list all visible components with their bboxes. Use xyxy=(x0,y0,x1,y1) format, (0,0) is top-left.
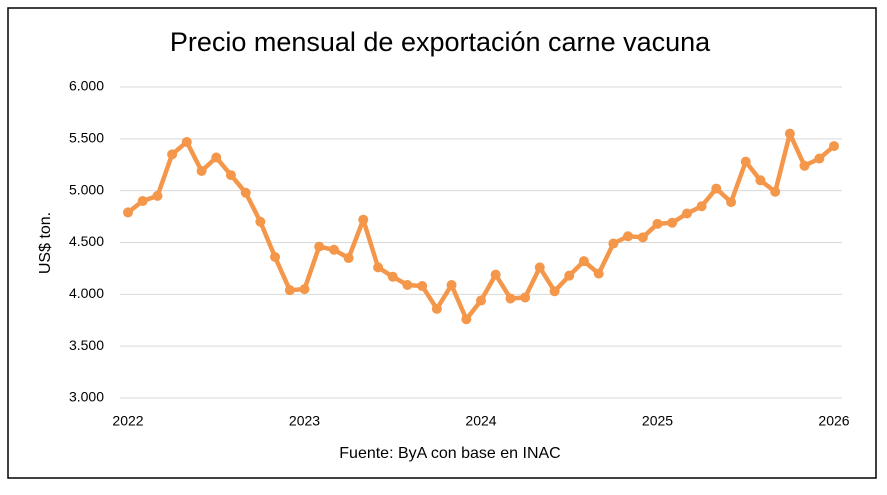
data-point xyxy=(211,152,222,163)
data-point xyxy=(417,281,428,292)
data-point xyxy=(681,208,692,219)
data-point xyxy=(667,217,678,228)
data-point xyxy=(373,262,384,273)
data-point xyxy=(593,268,604,279)
data-point xyxy=(578,256,589,267)
y-tick-label: 5.000 xyxy=(69,181,104,197)
x-tick-label: 2023 xyxy=(289,413,320,429)
x-tick-label: 2024 xyxy=(465,413,496,429)
data-point xyxy=(431,303,442,314)
data-point xyxy=(505,293,516,304)
data-point xyxy=(461,314,472,325)
data-point xyxy=(652,218,663,229)
data-point xyxy=(152,190,163,201)
data-point xyxy=(740,156,751,167)
y-tick-label: 5.500 xyxy=(69,130,104,146)
data-point xyxy=(770,186,781,197)
y-tick-label: 3.500 xyxy=(69,337,104,353)
y-tick-label: 6.000 xyxy=(69,78,104,94)
x-tick-label: 2025 xyxy=(642,413,673,429)
y-tick-label: 3.000 xyxy=(69,389,104,405)
data-point xyxy=(784,128,795,139)
x-tick-label: 2026 xyxy=(818,413,849,429)
chart-title: Precio mensual de exportación carne vacu… xyxy=(170,27,711,57)
data-point xyxy=(446,280,457,291)
data-point xyxy=(270,252,281,263)
data-point xyxy=(402,280,413,291)
data-point xyxy=(726,197,737,208)
data-point xyxy=(167,149,178,160)
data-point xyxy=(255,216,266,227)
data-point xyxy=(299,284,310,295)
y-axis-label: US$ ton. xyxy=(37,212,54,274)
data-point xyxy=(284,285,295,296)
data-point xyxy=(829,141,839,152)
data-point xyxy=(637,232,648,243)
data-point xyxy=(387,271,398,282)
data-point xyxy=(476,295,486,306)
x-tick-label: 2022 xyxy=(112,413,143,429)
data-point xyxy=(314,241,325,252)
data-point xyxy=(225,170,236,181)
data-point xyxy=(328,244,339,255)
data-point xyxy=(137,196,148,207)
data-point xyxy=(196,165,207,176)
data-point xyxy=(549,286,560,297)
data-point xyxy=(814,153,825,164)
data-point xyxy=(181,136,192,147)
source-note: Fuente: ByA con base en INAC xyxy=(339,445,560,462)
data-point xyxy=(711,183,722,194)
data-point xyxy=(623,231,634,242)
data-point xyxy=(564,270,575,281)
data-point xyxy=(240,187,251,198)
data-point xyxy=(490,269,501,280)
data-point xyxy=(123,207,133,218)
data-point xyxy=(799,160,810,171)
data-point xyxy=(520,292,531,303)
data-point xyxy=(696,201,707,212)
data-point xyxy=(534,262,545,273)
data-point xyxy=(343,253,354,264)
y-tick-label: 4.000 xyxy=(69,285,104,301)
data-point xyxy=(358,214,369,225)
y-tick-label: 4.500 xyxy=(69,233,104,249)
data-point xyxy=(755,175,766,186)
data-point xyxy=(608,238,619,249)
